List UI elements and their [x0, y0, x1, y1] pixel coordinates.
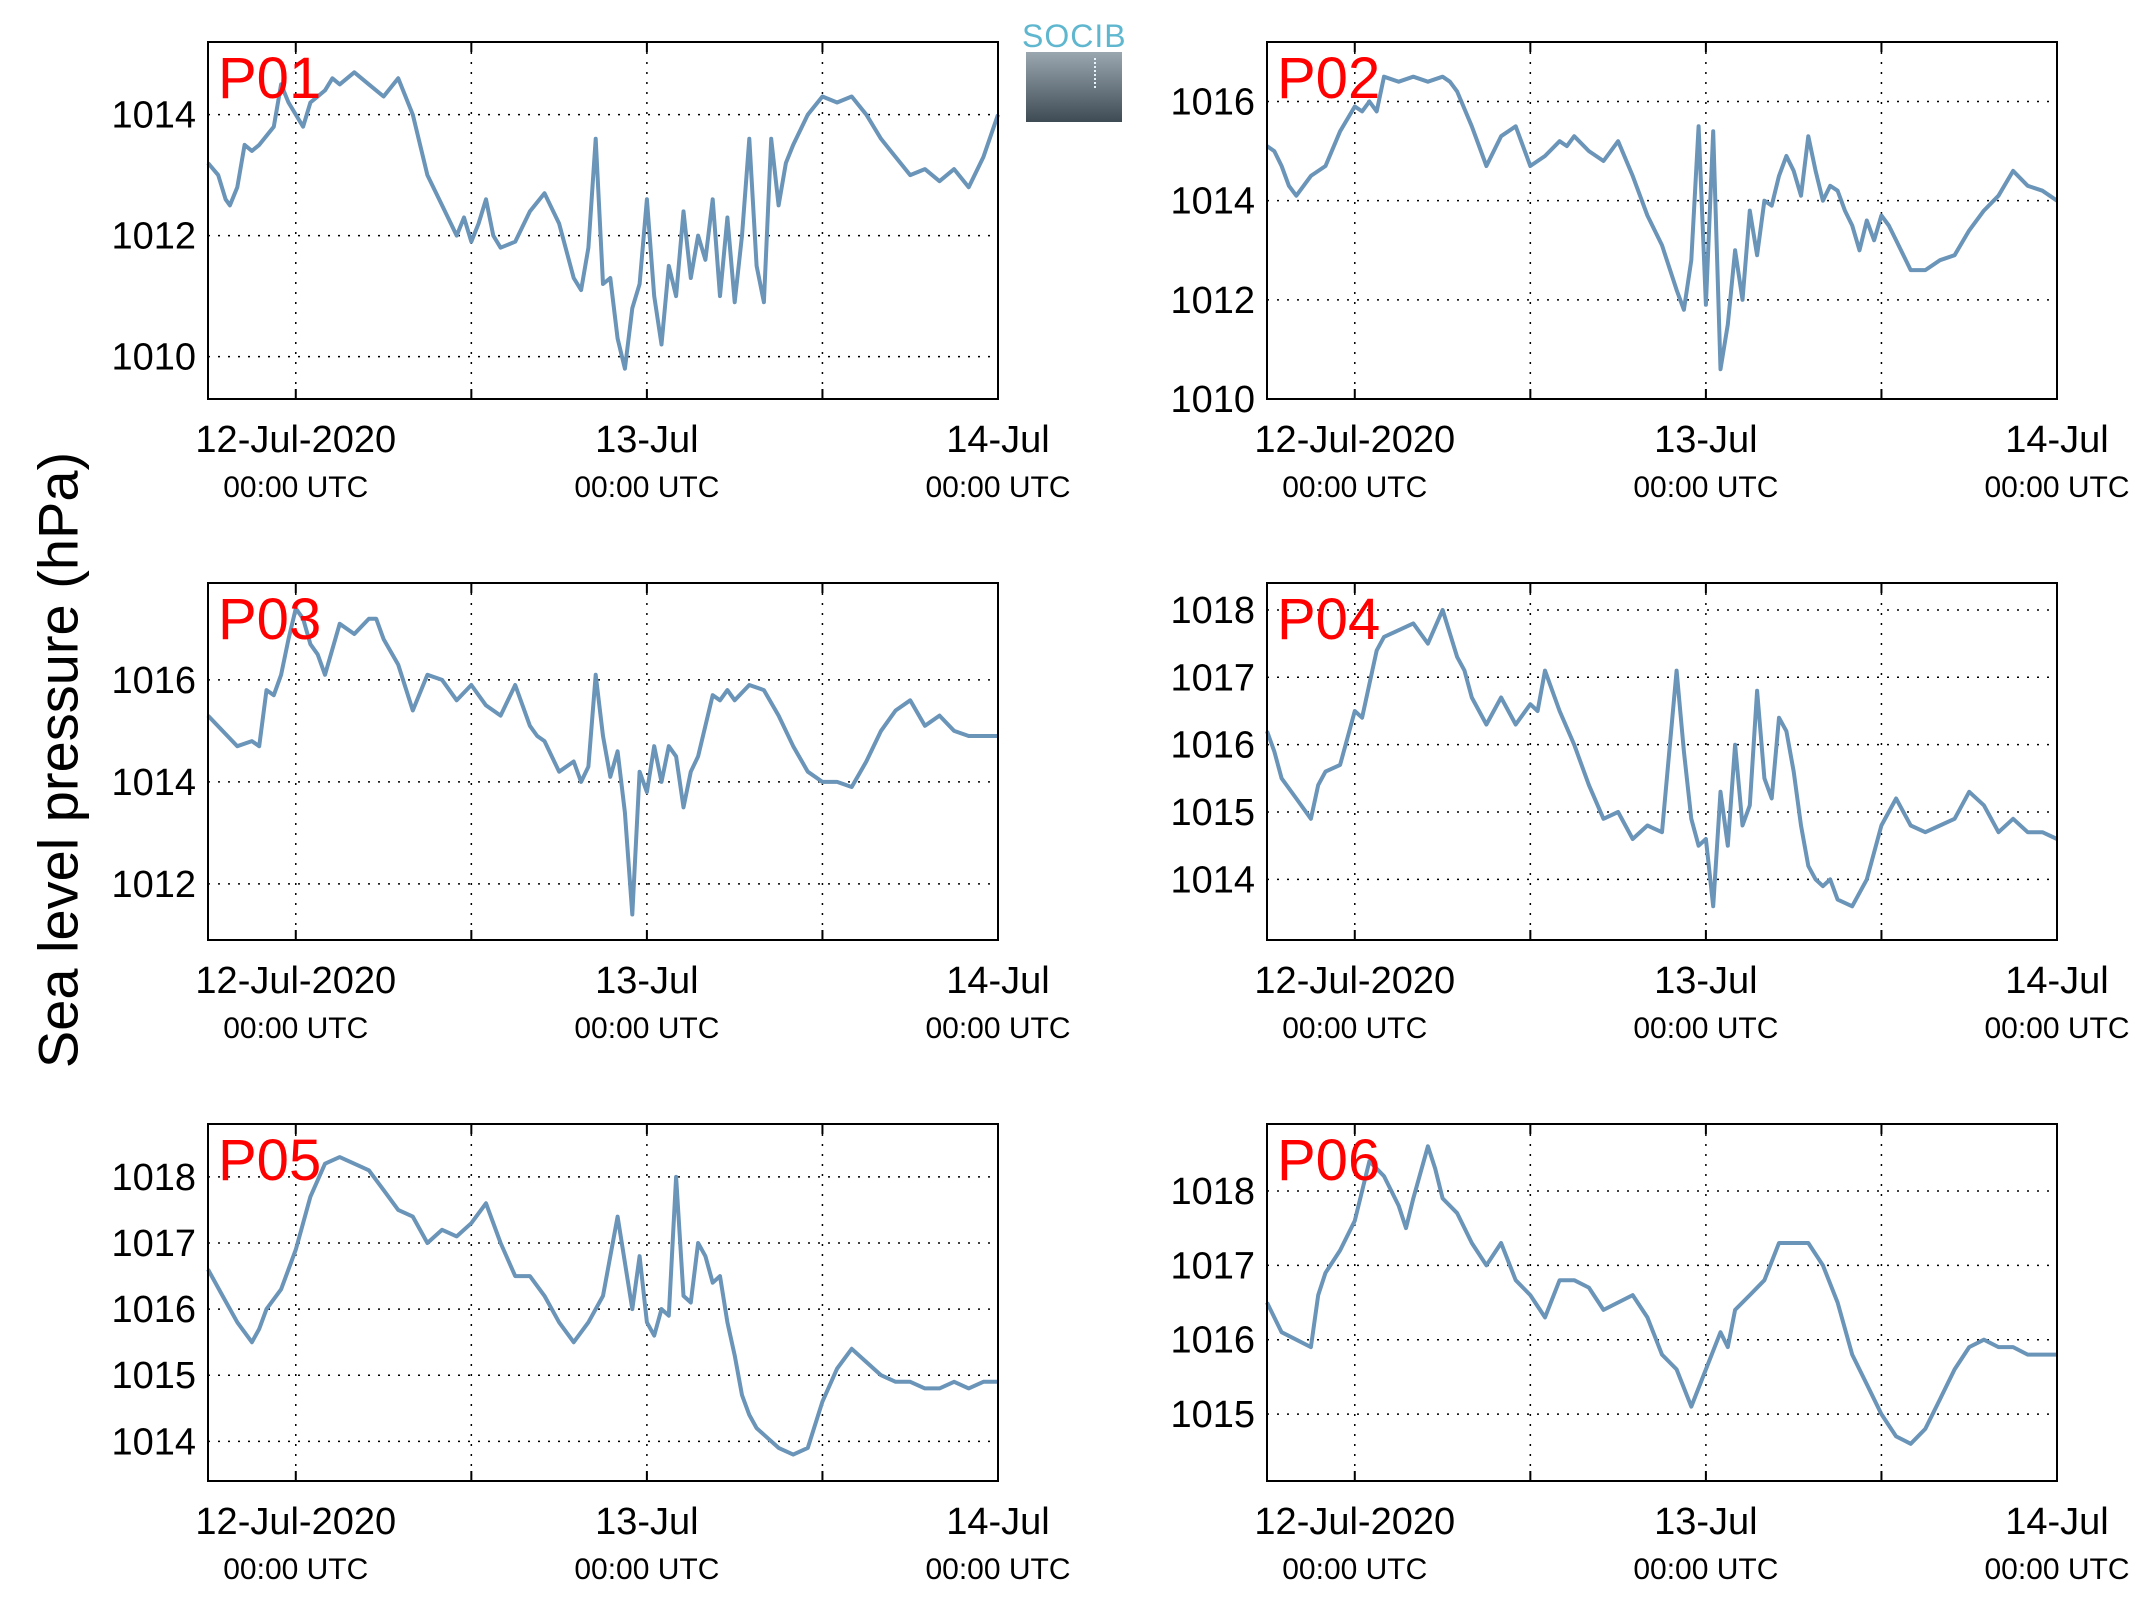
y-tick-label: 1016: [1170, 725, 1255, 767]
x-tick-label-time: 00:00 UTC: [1282, 1012, 1427, 1045]
x-tick-label-time: 00:00 UTC: [223, 1012, 368, 1045]
y-tick-label: 1017: [111, 1223, 196, 1265]
x-tick-label-date: 13-Jul: [1654, 960, 1758, 1002]
chart-panel-p04: 1014 1015 1016 1017 1018 P04 12-Jul-2020 00:00 …: [1170, 582, 2130, 1045]
x-tick-label-date: 13-Jul: [1654, 1501, 1758, 1543]
x-tick-label-date: 13-Jul: [1654, 419, 1758, 461]
series-line-p01: [206, 70, 1000, 371]
x-tick-label-date: 13-Jul: [595, 1501, 699, 1543]
chart-panel-p01: 1010 1012 1014 P01 12-Jul-2020 00:00 UTC 13-Ju…: [111, 41, 1071, 504]
y-tick-label: 1016: [111, 1289, 196, 1331]
chart-panel-p06: 1015 1016 1017 1018 P06 12-Jul-2020 00:00 UTC 1…: [1170, 1123, 2130, 1586]
y-tick-label: 1010: [111, 337, 196, 379]
y-tick-label: 1014: [111, 762, 196, 804]
chart-panel-p03: 1012 1014 1016 P03 12-Jul-2020 00:00 UTC 13-Ju…: [111, 582, 1071, 1045]
y-tick-label: 1016: [1170, 1320, 1255, 1362]
panel-label: P04: [1277, 587, 1380, 652]
chart-panel-p02: 1010 1012 1014 1016 P02 12-Jul-2020 00:00 UTC 1…: [1170, 41, 2130, 504]
x-tick-label-time: 00:00 UTC: [1984, 471, 2129, 504]
x-tick-label-time: 00:00 UTC: [1633, 471, 1778, 504]
series-line-p06: [1265, 1144, 2057, 1446]
x-tick-label-date: 12-Jul-2020: [195, 1501, 396, 1543]
socib-logo: SOCIB: [1022, 18, 1127, 122]
y-tick-label: 1018: [1170, 590, 1255, 632]
x-tick-label-time: 00:00 UTC: [574, 1012, 719, 1045]
x-tick-label-time: 00:00 UTC: [925, 1553, 1070, 1586]
logo-text: SOCIB: [1022, 18, 1127, 54]
panel-label: P05: [218, 1128, 321, 1193]
series-line-p02: [1265, 74, 2059, 372]
x-tick-label-time: 00:00 UTC: [925, 471, 1070, 504]
y-tick-label: 1015: [1170, 792, 1255, 834]
x-tick-label-time: 00:00 UTC: [1282, 1553, 1427, 1586]
y-tick-label: 1012: [111, 864, 196, 906]
y-tick-label: 1017: [1170, 657, 1255, 699]
y-tick-label: 1010: [1170, 379, 1255, 421]
x-tick-label-date: 14-Jul: [946, 960, 1050, 1002]
series-line-p05: [206, 1155, 998, 1457]
x-tick-label-date: 14-Jul: [946, 1501, 1050, 1543]
y-tick-label: 1014: [1170, 181, 1255, 223]
axes-frame: [1266, 1123, 2058, 1482]
y-tick-label: 1017: [1170, 1245, 1255, 1287]
x-tick-label-time: 00:00 UTC: [1984, 1012, 2129, 1045]
x-tick-label-time: 00:00 UTC: [1633, 1012, 1778, 1045]
x-tick-label-date: 13-Jul: [595, 419, 699, 461]
x-tick-label-time: 00:00 UTC: [1282, 471, 1427, 504]
x-tick-label-time: 00:00 UTC: [223, 471, 368, 504]
axes-frame: [1266, 41, 2058, 400]
series-line-p04: [1265, 607, 2058, 909]
x-tick-label-time: 00:00 UTC: [1633, 1553, 1778, 1586]
x-tick-label-time: 00:00 UTC: [925, 1012, 1070, 1045]
axes-frame: [1266, 582, 2058, 941]
y-tick-label: 1014: [1170, 859, 1255, 901]
x-tick-label-time: 00:00 UTC: [574, 471, 719, 504]
x-tick-label-date: 12-Jul-2020: [195, 419, 396, 461]
x-tick-label-date: 13-Jul: [595, 960, 699, 1002]
x-tick-label-time: 00:00 UTC: [223, 1553, 368, 1586]
y-tick-label: 1015: [1170, 1394, 1255, 1436]
panel-label: P01: [218, 46, 321, 111]
x-tick-label-date: 14-Jul: [2005, 1501, 2109, 1543]
chart-panel-p05: 1014 1015 1016 1017 1018 P05 12-Jul-2020 00:00 …: [111, 1123, 1071, 1586]
x-tick-label-date: 12-Jul-2020: [1254, 1501, 1455, 1543]
x-tick-label-date: 12-Jul-2020: [195, 960, 396, 1002]
axes-frame: [207, 582, 999, 941]
panel-label: P03: [218, 587, 321, 652]
y-tick-label: 1015: [111, 1355, 196, 1397]
y-tick-label: 1018: [1170, 1171, 1255, 1213]
y-tick-label: 1012: [1170, 280, 1255, 322]
x-tick-label-date: 14-Jul: [2005, 960, 2109, 1002]
y-tick-label: 1016: [111, 660, 196, 702]
x-tick-label-date: 12-Jul-2020: [1254, 419, 1455, 461]
axes-frame: [207, 41, 999, 400]
y-tick-label: 1014: [111, 1421, 196, 1463]
logo-graphic: [1026, 52, 1122, 122]
y-tick-label: 1014: [111, 95, 196, 137]
y-tick-label: 1012: [111, 216, 196, 258]
x-tick-label-date: 14-Jul: [2005, 419, 2109, 461]
y-tick-label: 1018: [111, 1157, 196, 1199]
series-line-p03: [206, 606, 998, 917]
axes-frame: [207, 1123, 999, 1482]
logo-dotted-line: [1094, 58, 1096, 88]
panel-label: P02: [1277, 46, 1380, 111]
panel-label: P06: [1277, 1128, 1380, 1193]
y-tick-label: 1016: [1170, 82, 1255, 124]
x-tick-label-time: 00:00 UTC: [1984, 1553, 2129, 1586]
x-tick-label-date: 14-Jul: [946, 419, 1050, 461]
x-tick-label-date: 12-Jul-2020: [1254, 960, 1455, 1002]
x-tick-label-time: 00:00 UTC: [574, 1553, 719, 1586]
